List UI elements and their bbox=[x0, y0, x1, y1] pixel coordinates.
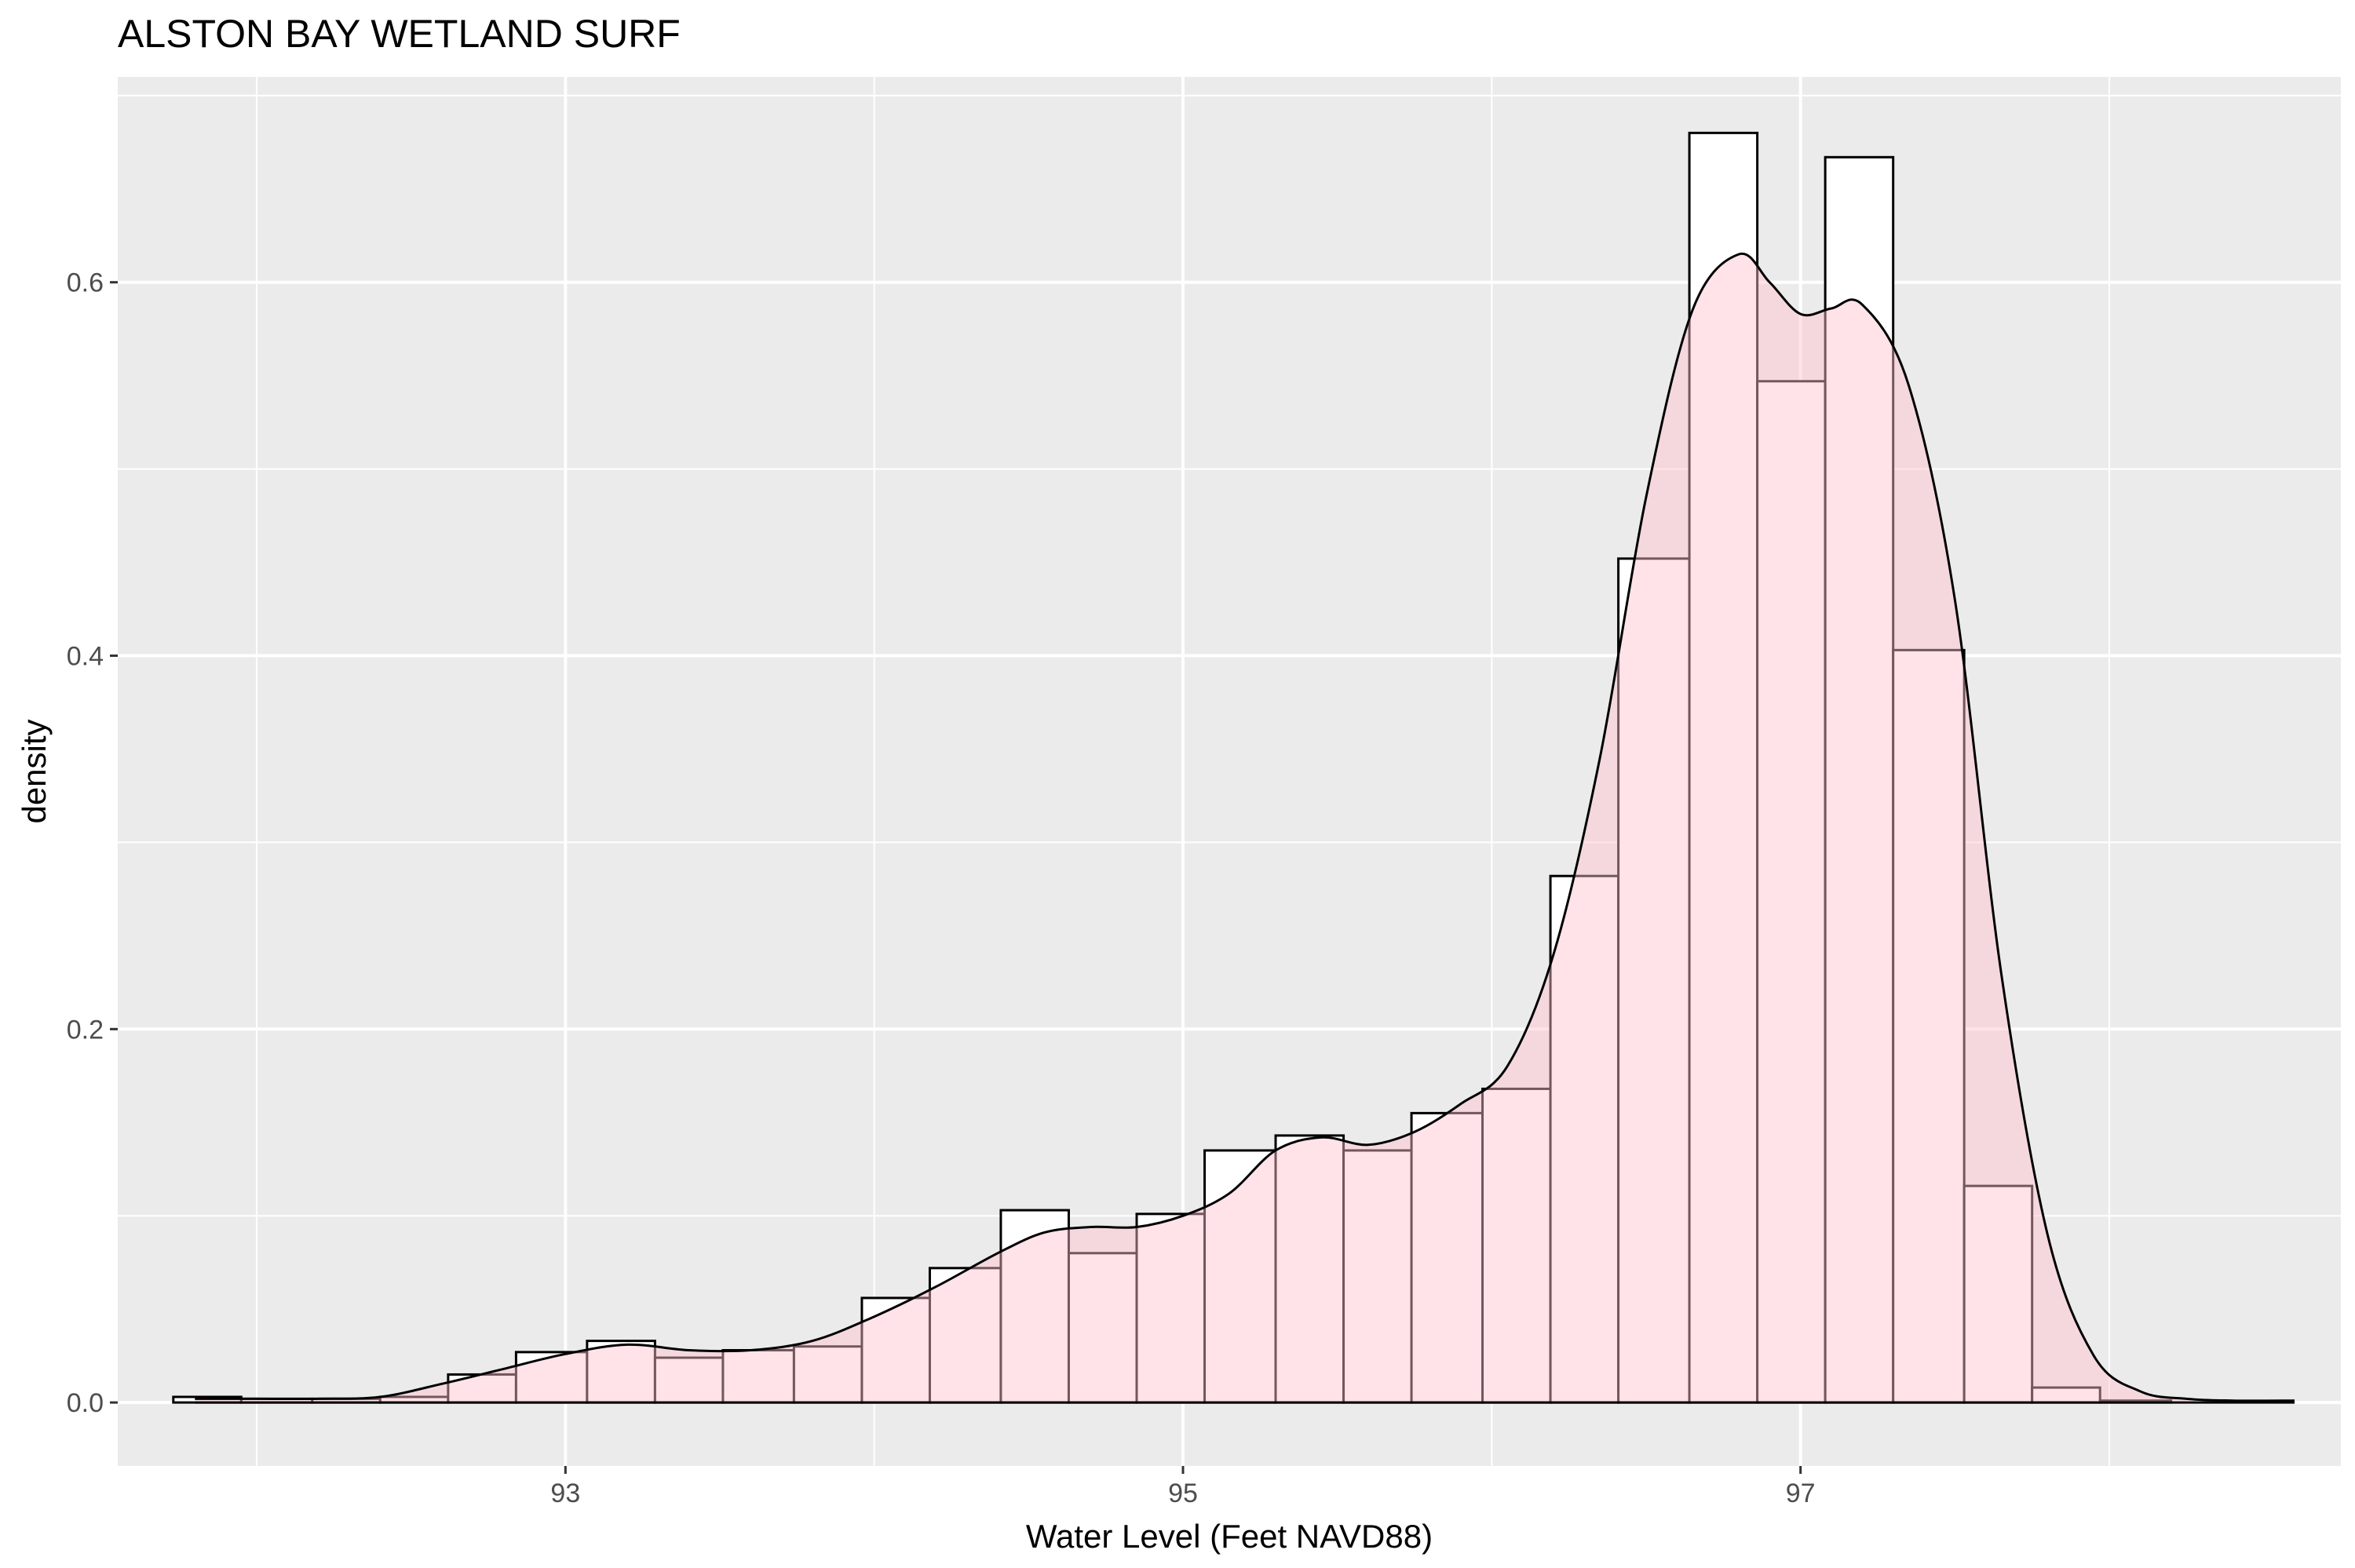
histogram-bar bbox=[586, 1340, 656, 1404]
y-tick-label: 0.2 bbox=[67, 1015, 104, 1045]
histogram-bar bbox=[1617, 557, 1691, 1404]
x-tick-label: 97 bbox=[1786, 1479, 1816, 1508]
histogram-bar bbox=[1962, 1184, 2034, 1404]
histogram-bar bbox=[1342, 1149, 1413, 1404]
y-tick-label: 0.6 bbox=[67, 268, 104, 298]
y-axis: 0.0 0.2 0.4 0.6 bbox=[67, 268, 118, 1418]
histogram-bar bbox=[1067, 1252, 1138, 1404]
y-tick-label: 0.4 bbox=[67, 642, 104, 672]
density-area bbox=[195, 253, 2295, 1403]
histogram-bar bbox=[1274, 1134, 1345, 1404]
y-axis-title: density bbox=[16, 719, 53, 823]
minor-gridlines bbox=[118, 77, 2341, 1466]
x-axis-title: Water Level (Feet NAVD88) bbox=[1026, 1518, 1433, 1555]
x-tick-label: 95 bbox=[1168, 1479, 1198, 1508]
chart-title: ALSTON BAY WETLAND SURF bbox=[118, 12, 681, 56]
histogram-bar bbox=[1549, 874, 1620, 1404]
histogram-bar bbox=[1824, 155, 1895, 1404]
histogram-bar bbox=[928, 1267, 1002, 1404]
histogram-bar bbox=[1481, 1087, 1552, 1404]
x-axis: 93 95 97 bbox=[550, 1466, 1816, 1508]
histogram-bar bbox=[1203, 1149, 1277, 1404]
histogram-bar bbox=[1688, 131, 1759, 1404]
histogram-bar bbox=[1135, 1212, 1207, 1404]
histogram-bar bbox=[860, 1296, 931, 1404]
y-tick-label: 0.0 bbox=[67, 1388, 104, 1418]
histogram-bar bbox=[999, 1209, 1070, 1404]
density-curve bbox=[195, 252, 2295, 1402]
histogram-bar bbox=[1756, 380, 1827, 1404]
histogram-bar bbox=[1892, 648, 1966, 1404]
x-tick-label: 93 bbox=[550, 1479, 580, 1508]
histogram-bars bbox=[172, 131, 2173, 1404]
